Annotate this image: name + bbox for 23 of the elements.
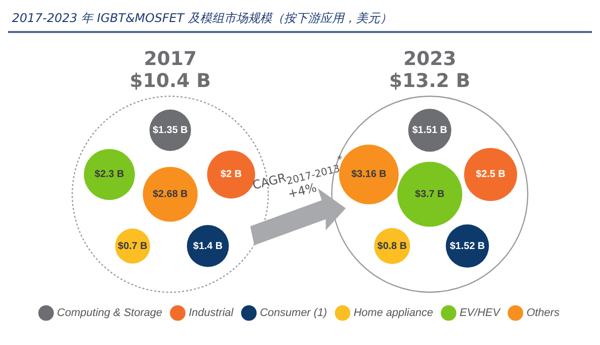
data-label: $2 B (220, 169, 242, 180)
data-label: $2.68 B (152, 189, 188, 200)
data-label: $2.3 B (94, 169, 124, 180)
data-label: $1.4 B (193, 240, 223, 252)
data-label: $0.8 B (377, 240, 407, 252)
data-label: $1.51 B (412, 125, 448, 136)
data-label: $3.7 B (415, 189, 444, 200)
legend-label: Computing & Storage (57, 307, 162, 320)
legend-label: Home appliance (354, 307, 434, 320)
category-label: 2017 (144, 48, 197, 70)
data-label: $1.35 B (152, 125, 188, 136)
text: $10.4 B (130, 70, 211, 92)
legend-label: Consumer (1) (260, 307, 328, 320)
data-label: $1.52 B (450, 240, 485, 252)
data-label: $0.7 B (118, 240, 148, 252)
legend-label: Industrial (188, 307, 234, 320)
data-label: $2.5 B (476, 169, 506, 180)
data-label: $3.16 B (351, 169, 386, 180)
legend-label: Others (526, 307, 560, 320)
category-label: 2023 (403, 48, 456, 70)
legend-label: EV/HEV (460, 307, 502, 320)
text: $13.2 B (389, 70, 470, 92)
text: 2017-2023 年 IGBT&MOSFET 及模组市场规模（按下游应用，美元） (8, 8, 592, 33)
